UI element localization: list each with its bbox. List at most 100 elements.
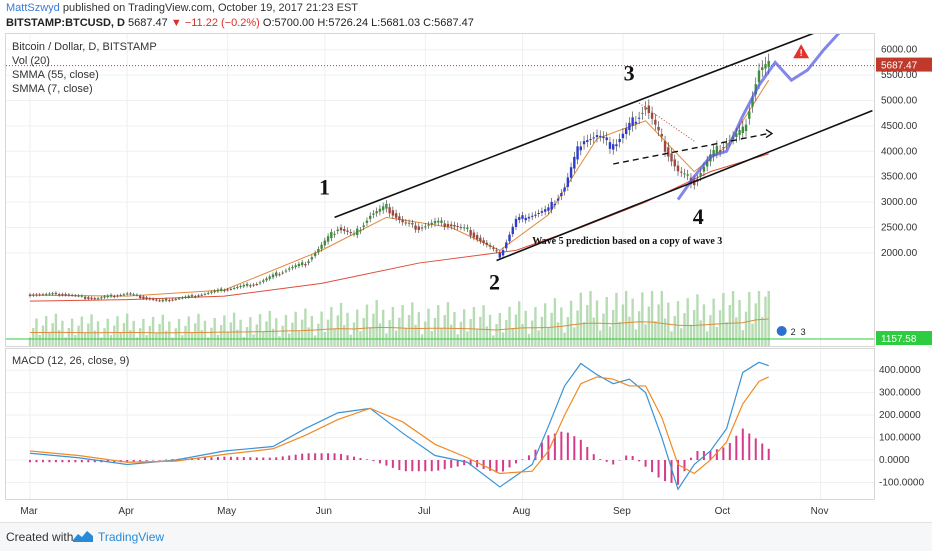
- volume-bar: [518, 301, 521, 346]
- volume-bar: [407, 314, 411, 346]
- indicator-legend: Bitcoin / Dollar, D, BITSTAMP Vol (20) S…: [12, 40, 157, 96]
- price-candle: [547, 207, 550, 211]
- price-candle: [151, 298, 155, 300]
- wave-label-2: 2: [489, 270, 500, 295]
- volume-bar: [168, 321, 171, 346]
- volume-bar: [245, 327, 249, 346]
- price-candle: [116, 295, 119, 297]
- price-candle: [531, 215, 534, 217]
- price-candle: [381, 206, 385, 211]
- macd-histogram-bar: [748, 433, 751, 460]
- macd-legend[interactable]: MACD (12, 26, close, 9): [12, 355, 130, 367]
- price-candle: [738, 130, 741, 136]
- price-candle: [271, 274, 275, 278]
- dotted-connector: [638, 102, 695, 142]
- time-tick-label: Oct: [715, 506, 731, 517]
- volume-bar: [278, 336, 281, 346]
- arrow-head: [765, 128, 774, 139]
- price-candle: [404, 222, 408, 224]
- macd-histogram-bar: [417, 460, 420, 472]
- macd-histogram-bar: [48, 460, 51, 463]
- tradingview-brand-link[interactable]: TradingView: [98, 530, 165, 544]
- volume-bar: [210, 327, 213, 346]
- volume-bar: [336, 315, 339, 346]
- price-candle: [307, 261, 310, 264]
- volume-bar: [164, 330, 168, 346]
- volume-bar: [401, 305, 404, 346]
- time-axis[interactable]: MarAprMayJunJulAugSepOctNovDec2018: [5, 500, 929, 520]
- volume-bar: [239, 319, 242, 346]
- price-candle: [433, 221, 437, 224]
- price-candle: [686, 174, 689, 176]
- price-pane[interactable]: 12345Wave 5 prediction based on a copy o…: [5, 0, 922, 347]
- price-axis[interactable]: 2000.00 2500.00 3000.00 3500.00 4000.00 4500.…: [875, 0, 932, 345]
- volume-bar: [372, 313, 375, 346]
- volume-bar: [440, 327, 443, 346]
- price-candle: [190, 294, 194, 297]
- price-candle: [618, 139, 621, 143]
- volume-bar: [537, 330, 540, 346]
- author-link[interactable]: MattSzwyd: [6, 2, 60, 14]
- price-candle: [748, 111, 751, 119]
- volume-bar: [608, 326, 612, 346]
- volume-bar: [258, 314, 262, 346]
- volume-bar: [207, 337, 210, 346]
- volume-bar: [265, 321, 268, 346]
- price-candle: [245, 283, 249, 286]
- price-candle: [83, 296, 87, 299]
- price-candle: [705, 160, 709, 167]
- volume-bar: [540, 316, 544, 346]
- volume-badge-label: 1157.58: [881, 334, 917, 345]
- price-candle: [573, 156, 576, 169]
- volume-bar: [57, 330, 61, 346]
- macd-pane[interactable]: MACD (12, 26, close, 9): [5, 348, 922, 500]
- macd-axis[interactable]: -100.0000 0.0000 100.0000 200.0000 300.0000 4…: [875, 348, 932, 498]
- price-candle: [466, 227, 469, 230]
- volume-bar: [514, 314, 518, 346]
- smma7-indicator-label[interactable]: SMMA (7, close): [12, 83, 93, 95]
- volume-bar: [579, 292, 582, 346]
- macd-histogram-bar: [165, 459, 168, 461]
- last-price-badge-label: 5687.47: [881, 61, 918, 72]
- macd-histogram-bar: [502, 460, 505, 472]
- volume-bar: [126, 313, 129, 346]
- price-candle: [113, 296, 116, 298]
- price-candle: [194, 296, 197, 298]
- volume-bar: [556, 322, 560, 346]
- volume-bar: [589, 291, 592, 346]
- macd-histogram-bar: [437, 460, 440, 471]
- price-candle: [595, 135, 599, 138]
- macd-histogram-bar: [398, 460, 401, 471]
- price-candle: [171, 299, 174, 301]
- macd-histogram-bar: [372, 460, 375, 462]
- volume-bar: [41, 325, 45, 346]
- price-candle: [288, 268, 291, 270]
- macd-histogram-bar: [463, 460, 466, 466]
- time-tick-label: May: [217, 506, 236, 517]
- smma55-indicator-label[interactable]: SMMA (55, close): [12, 69, 99, 81]
- price-candle: [352, 233, 356, 235]
- volume-bar: [660, 291, 663, 346]
- ticker-symbol: BITSTAMP:BTCUSD, D: [6, 17, 125, 29]
- volume-bar: [343, 325, 346, 346]
- price-candle: [343, 229, 346, 232]
- price-candle: [420, 227, 424, 229]
- price-candle: [90, 297, 93, 299]
- price-candle: [54, 292, 58, 295]
- price-candle: [446, 223, 450, 227]
- vol-indicator-label[interactable]: Vol (20): [12, 55, 50, 67]
- price-candle: [229, 288, 233, 290]
- macd-histogram-bar: [450, 460, 453, 468]
- volume-bar: [521, 324, 524, 346]
- volume-bar: [333, 328, 336, 346]
- volume-bar: [683, 313, 686, 346]
- volume-bar: [87, 323, 90, 346]
- volume-bar: [346, 312, 349, 346]
- macd-histogram-bar: [553, 433, 556, 460]
- price-candle: [126, 293, 129, 295]
- macd-histogram-bar: [754, 438, 757, 460]
- price-candle: [440, 220, 443, 223]
- price-candle: [456, 225, 459, 227]
- price-candle: [80, 295, 84, 297]
- macd-histogram-bar: [683, 460, 686, 472]
